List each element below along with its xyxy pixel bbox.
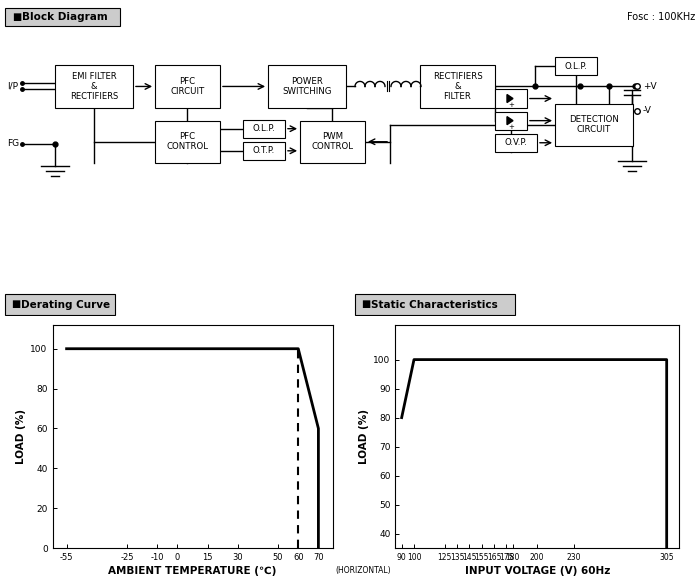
Text: O.T.P.: O.T.P. (253, 146, 275, 155)
Bar (55, 66, 133, 107)
Text: ■: ■ (11, 299, 20, 310)
Bar (300, 121, 365, 163)
Bar (268, 66, 346, 107)
Bar (555, 104, 633, 146)
Bar (243, 119, 285, 137)
Text: EMI FILTER
&
RECTIFIERS: EMI FILTER & RECTIFIERS (70, 71, 118, 102)
Y-axis label: LOAD (%): LOAD (%) (359, 409, 369, 464)
Bar (495, 89, 527, 107)
Text: +: + (508, 102, 514, 107)
Bar (555, 57, 597, 75)
Text: Fosc : 100KHz: Fosc : 100KHz (626, 12, 695, 22)
Text: (HORIZONTAL): (HORIZONTAL) (335, 566, 391, 575)
Bar (155, 121, 220, 163)
Text: DETECTION
CIRCUIT: DETECTION CIRCUIT (569, 115, 619, 135)
Text: PWM
CONTROL: PWM CONTROL (312, 132, 354, 151)
Text: ■: ■ (361, 299, 370, 310)
Y-axis label: LOAD (%): LOAD (%) (16, 409, 26, 464)
Bar (243, 142, 285, 160)
Bar (355, 294, 515, 315)
Bar (5, 8, 120, 26)
Polygon shape (507, 117, 513, 125)
Polygon shape (507, 95, 513, 103)
Text: PFC
CONTROL: PFC CONTROL (167, 132, 209, 151)
Bar (155, 66, 220, 107)
Bar (5, 294, 115, 315)
Bar (495, 134, 537, 152)
Text: O.L.P.: O.L.P. (565, 62, 587, 71)
Text: FG: FG (7, 139, 19, 148)
Text: O.L.P.: O.L.P. (253, 124, 275, 133)
Text: Block Diagram: Block Diagram (22, 12, 108, 22)
Text: O.V.P.: O.V.P. (505, 138, 527, 147)
Text: Derating Curve: Derating Curve (21, 299, 110, 310)
Text: I/P: I/P (7, 82, 18, 91)
Bar (495, 111, 527, 130)
Text: PFC
CIRCUIT: PFC CIRCUIT (170, 77, 204, 96)
Text: Static Characteristics: Static Characteristics (371, 299, 498, 310)
Text: +: + (508, 124, 514, 130)
Text: -V: -V (643, 106, 652, 115)
Bar (420, 66, 495, 107)
X-axis label: AMBIENT TEMPERATURE (℃): AMBIENT TEMPERATURE (℃) (108, 566, 276, 576)
Text: ■: ■ (12, 12, 21, 22)
X-axis label: INPUT VOLTAGE (V) 60Hz: INPUT VOLTAGE (V) 60Hz (465, 566, 610, 576)
Text: RECTIFIERS
&
FILTER: RECTIFIERS & FILTER (433, 71, 482, 102)
Text: +V: +V (643, 82, 657, 91)
Text: POWER
SWITCHING: POWER SWITCHING (282, 77, 332, 96)
